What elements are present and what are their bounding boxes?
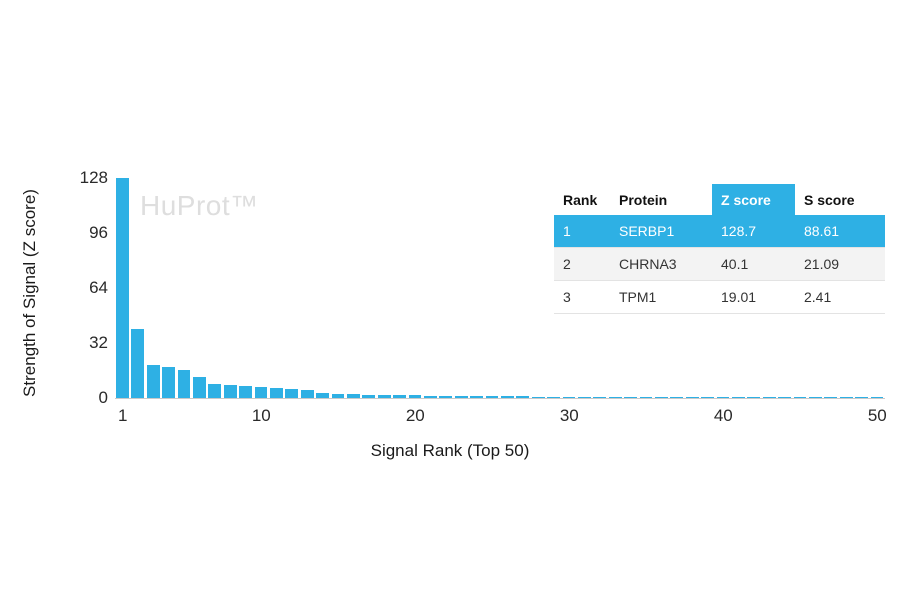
bar-rank-44 (778, 397, 791, 398)
x-tick-label-30: 30 (559, 406, 579, 425)
x-tick-label-1: 1 (117, 406, 128, 425)
cell-protein-row3: TPM1 (619, 289, 657, 305)
bar-rank-49 (855, 397, 868, 398)
bar-rank-45 (793, 397, 807, 398)
cell-sscore-row1: 88.61 (804, 223, 840, 239)
bar-rank-37 (670, 397, 684, 398)
x-tick-label-10: 10 (251, 406, 271, 425)
bar-rank-9 (239, 386, 252, 398)
bar-rank-21 (424, 396, 437, 398)
bar-rank-27 (516, 396, 530, 398)
bar-rank-16 (347, 394, 360, 398)
bar-rank-50 (870, 397, 884, 398)
cell-zscore-row1: 128.7 (721, 223, 757, 239)
x-tick-label-40: 40 (713, 406, 733, 425)
bar-rank-47 (824, 397, 838, 398)
bar-rank-33 (608, 397, 622, 398)
bar-rank-25 (485, 396, 499, 398)
bar-rank-12 (285, 389, 299, 398)
x-tick-label-50: 50 (867, 406, 887, 425)
cell-rank-row3: 3 (563, 289, 571, 305)
y-tick-label-0: 0 (98, 388, 108, 407)
cell-rank-row1: 1 (563, 223, 571, 239)
header-rank: Rank (563, 191, 598, 208)
bar-rank-26 (501, 396, 514, 398)
bar-rank-34 (624, 397, 637, 398)
bar-rank-31 (578, 397, 591, 398)
bar-rank-5 (177, 370, 191, 398)
bar-rank-23 (454, 396, 468, 398)
y-axis-title: Strength of Signal (Z score) (20, 189, 39, 397)
bar-rank-20 (408, 395, 422, 398)
bar-rank-3 (146, 365, 160, 398)
bar-rank-13 (300, 390, 314, 398)
y-tick-label-32: 32 (89, 333, 108, 352)
bar-rank-40 (716, 397, 730, 398)
bar-rank-32 (593, 397, 607, 398)
bar-rank-17 (362, 395, 376, 398)
cell-zscore-row2: 40.1 (721, 256, 749, 272)
bar-rank-28 (531, 397, 545, 398)
bar-rank-10 (254, 387, 268, 398)
cell-sscore-row3: 2.41 (804, 289, 832, 305)
bar-rank-39 (701, 397, 714, 398)
bar-rank-1 (116, 178, 129, 398)
bar-rank-35 (639, 397, 653, 398)
header-protein: Protein (619, 191, 668, 208)
results-table: Rank Protein Z score S score 1 SERBP1 128.7 88.… (554, 184, 885, 314)
bar-rank-29 (547, 397, 560, 398)
bar-rank-43 (762, 397, 776, 398)
y-tick-label-96: 96 (89, 223, 108, 242)
bar-rank-18 (377, 395, 391, 398)
bar-rank-22 (439, 396, 453, 398)
bar-rank-2 (131, 329, 145, 398)
bar-rank-7 (208, 384, 222, 398)
bar-rank-46 (809, 397, 822, 398)
bar-rank-6 (193, 377, 206, 398)
x-tick-label-20: 20 (405, 406, 425, 425)
bar-rank-36 (655, 397, 668, 398)
cell-protein-row2: CHRNA3 (619, 256, 677, 272)
y-tick-label-64: 64 (89, 278, 108, 297)
table-row-3: 3 TPM1 19.01 2.41 (554, 281, 885, 314)
cell-zscore-row3: 19.01 (721, 289, 757, 305)
header-sscore: S score (804, 191, 855, 208)
bar-rank-15 (331, 394, 345, 398)
header-zscore: Z score (712, 184, 795, 215)
x-axis-title: Signal Rank (Top 50) (370, 441, 530, 460)
bar-rank-11 (270, 388, 283, 398)
bar-rank-14 (316, 393, 329, 398)
bar-rank-48 (839, 397, 853, 398)
plot-area: HuProt™ (115, 178, 885, 399)
bar-rank-8 (223, 385, 237, 398)
bar-rank-24 (470, 396, 483, 398)
table-header-row: Rank Protein Z score S score (554, 184, 885, 215)
bar-rank-30 (562, 397, 576, 398)
table-row-2: 2 CHRNA3 40.1 21.09 (554, 247, 885, 281)
cell-sscore-row2: 21.09 (804, 256, 840, 272)
bar-rank-19 (393, 395, 406, 398)
cell-rank-row2: 2 (563, 256, 571, 272)
huprot-watermark: HuProt™ (140, 190, 259, 221)
y-tick-label-128: 128 (79, 168, 108, 187)
bar-rank-41 (732, 397, 745, 398)
bar-rank-38 (685, 397, 699, 398)
cell-protein-row1: SERBP1 (619, 223, 675, 239)
bar-rank-4 (162, 367, 175, 398)
table-row-1: 1 SERBP1 128.7 88.61 (554, 215, 885, 247)
bar-rank-42 (747, 397, 761, 398)
